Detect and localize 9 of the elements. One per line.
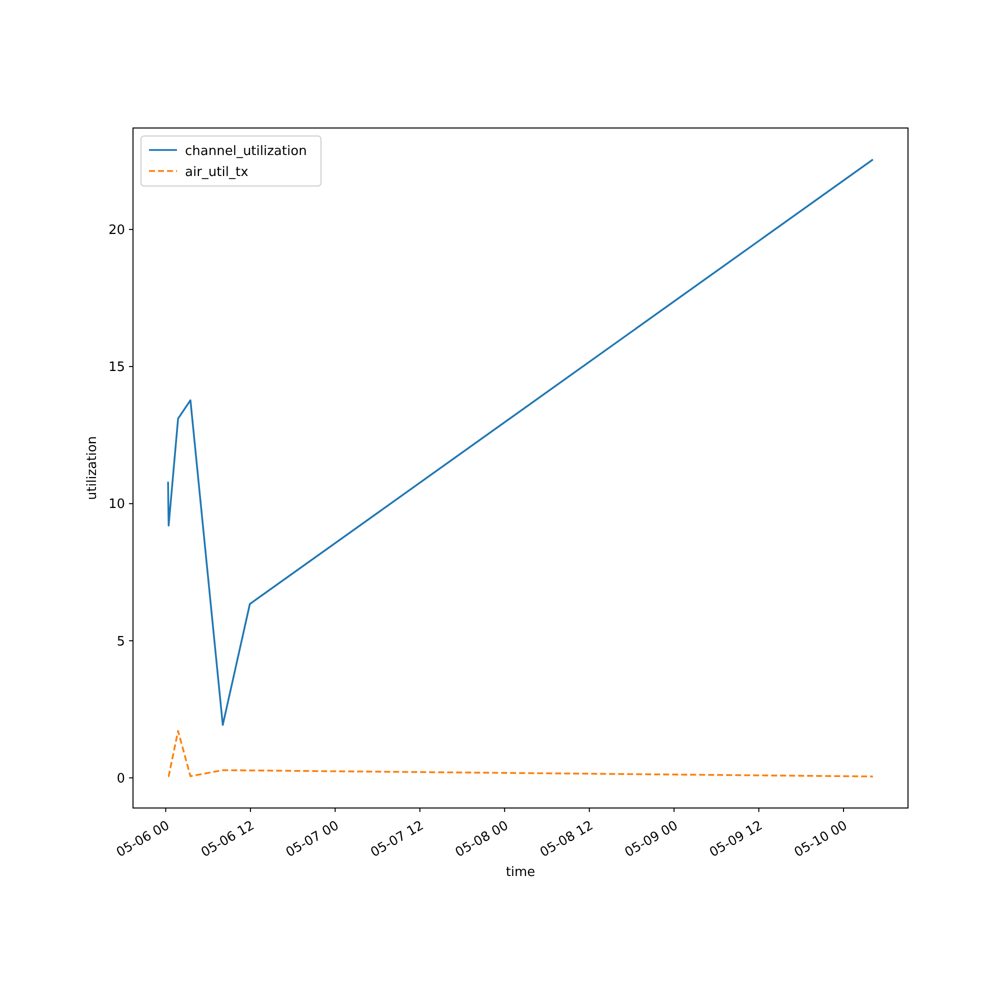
y-tick-label: 20 (108, 223, 125, 238)
legend-label: air_util_tx (185, 165, 249, 180)
y-tick-label: 10 (108, 497, 125, 512)
y-tick-label: 5 (116, 634, 125, 650)
y-tick-label: 0 (116, 771, 125, 786)
x-axis-title: time (506, 865, 536, 880)
y-tick-label: 15 (108, 360, 125, 376)
legend-label: channel_utilization (185, 144, 307, 159)
y-axis-title: utilization (85, 436, 100, 500)
